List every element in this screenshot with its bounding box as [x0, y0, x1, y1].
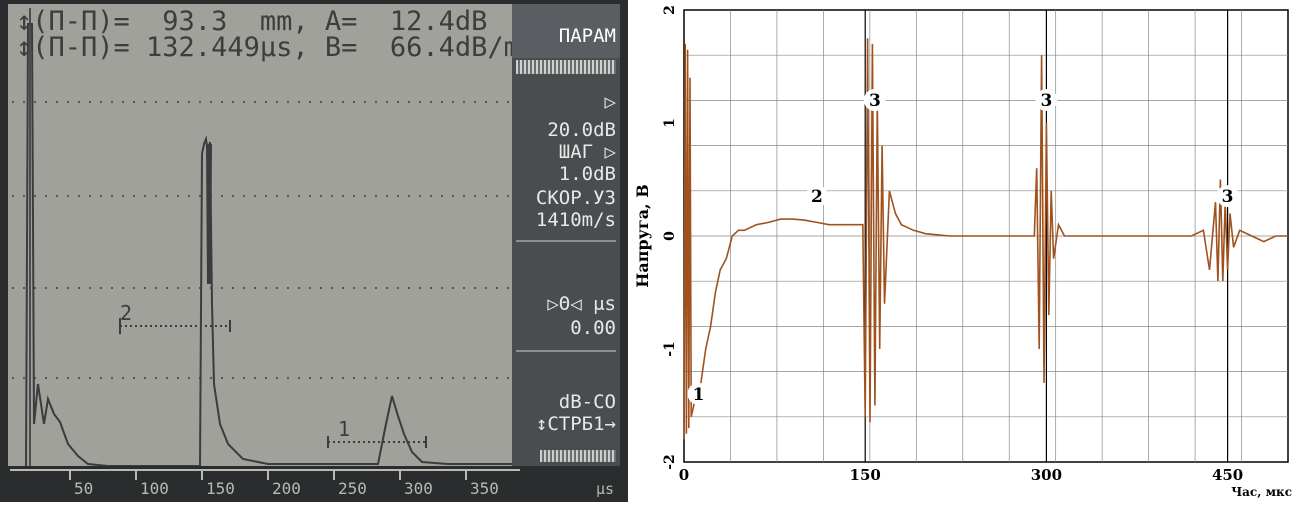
step-value: 1.0dB [558, 163, 616, 185]
x-axis-label: Час, мкс [1231, 485, 1292, 499]
chart-annotations: 1 2 3 3 3 [687, 89, 1239, 405]
annotation-label: 1 [693, 385, 705, 405]
annotation-bubble [1216, 185, 1239, 208]
a-scan-plot: 2 1 [12, 8, 514, 469]
y-tick-label: 2 [662, 5, 678, 15]
flaw-detector-photo: 2 1 ↕(П-П)= 93.3 mm, A= 12.4dB ↕(П-П)= 1… [0, 0, 628, 502]
voltage-series-line [683, 38, 1288, 440]
x-tick-label: 450 [1212, 466, 1243, 484]
annotation-bubble [1035, 89, 1058, 112]
time-scale-unit: μs [596, 480, 614, 498]
measurement-readout: ↕(П-П)= 93.3 mm, A= 12.4dB ↕(П-П)= 132.4… [8, 4, 514, 74]
flaw-detector-screen: 2 1 ↕(П-П)= 93.3 mm, A= 12.4dB ↕(П-П)= 1… [8, 4, 514, 482]
time-scale-tick-label: 300 [404, 479, 433, 498]
chart-x-ticks: 0 150 300 450 [679, 466, 1243, 484]
page-label[interactable]: ↕СТРБ1→ [535, 413, 616, 435]
time-scale: 50 100 150 200 250 300 350 μs [10, 469, 614, 498]
y-axis-label: Напруга, В [633, 184, 652, 287]
readout-time: ↕(П-П)= 132.449μs, B= 66.4dB/m [16, 32, 514, 63]
annotation-bubble [805, 185, 828, 208]
gate-1-marker [327, 436, 427, 448]
delay-label[interactable]: ▷Θ◁ μs [547, 293, 616, 315]
velocity-label[interactable]: СКОР.УЗ [535, 187, 616, 209]
y-tick-label: -2 [662, 454, 678, 470]
time-scale-tick-label: 250 [338, 479, 367, 498]
x-tick-label: 150 [850, 466, 881, 484]
panel-title[interactable]: ПАРАМ [558, 25, 616, 47]
annotation-bubble [863, 89, 886, 112]
delay-value: 0.00 [570, 317, 616, 339]
panel-scroll-pattern [540, 450, 616, 462]
annotation-label: 3 [869, 91, 881, 111]
annotation-label: 2 [811, 187, 823, 207]
gate-1-label: 1 [338, 417, 350, 441]
time-scale-tick-label: 50 [74, 479, 93, 498]
readout-distance: ↕(П-П)= 93.3 mm, A= 12.4dB [16, 6, 488, 37]
annotation-label: 3 [1222, 187, 1234, 207]
time-scale-tick-label: 350 [470, 479, 499, 498]
gain-arrow-icon[interactable]: ▷ [604, 91, 616, 113]
panel-divider [516, 350, 616, 352]
y-tick-label: 1 [662, 118, 678, 128]
step-label[interactable]: ШАГ ▷ [558, 141, 616, 163]
panel-header-box[interactable] [512, 4, 620, 58]
gate-2-label: 2 [120, 301, 132, 325]
annotation-bubble [687, 382, 710, 405]
panel-separator-pattern [516, 60, 616, 74]
annotation-label: 3 [1040, 91, 1052, 111]
velocity-value: 1410m/s [535, 209, 616, 231]
gain-value: 20.0dB [547, 119, 616, 141]
time-scale-tick-label: 100 [140, 479, 169, 498]
parameter-panel: ПАРАМ ▷ 20.0dB ШАГ ▷ 1.0dB СКОР.УЗ 1410m… [512, 4, 620, 482]
panel-divider [516, 240, 616, 242]
gate-2-marker [119, 318, 231, 334]
a-scan-grid [12, 101, 514, 379]
time-scale-bar: 50 100 150 200 250 300 350 μs [0, 466, 628, 502]
x-tick-label: 0 [679, 466, 689, 484]
oscillogram-svg: 2 1 0 -1 -2 0 150 300 450 1 2 3 3 3 Напруга, В Час,… [633, 5, 1292, 499]
time-scale-tick-label: 150 [206, 479, 235, 498]
time-scale-tick-label: 200 [272, 479, 301, 498]
y-tick-label: 0 [662, 231, 678, 241]
y-tick-label: -1 [662, 341, 678, 357]
a-scan-main-echo-fill [206, 144, 212, 284]
oscillogram-chart: 2 1 0 -1 -2 0 150 300 450 1 2 3 3 3 Напруга, В Час,… [628, 0, 1304, 502]
x-tick-label: 300 [1031, 466, 1062, 484]
a-scan-echo-trace [25, 23, 514, 469]
mode-label[interactable]: dB-CO [558, 391, 616, 413]
chart-y-ticks: 2 1 0 -1 -2 [662, 5, 678, 470]
